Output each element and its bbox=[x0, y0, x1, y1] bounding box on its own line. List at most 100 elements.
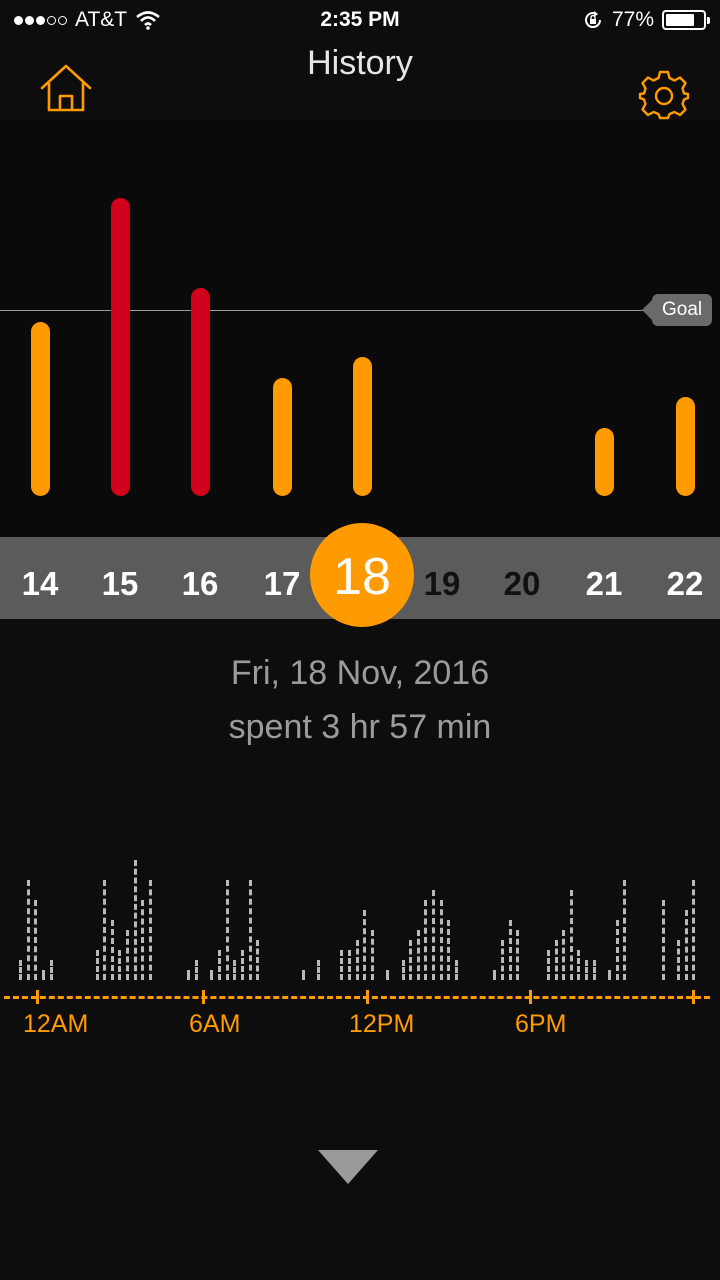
activity-column bbox=[210, 970, 214, 980]
activity-column bbox=[103, 880, 107, 980]
activity-column bbox=[133, 860, 137, 980]
activity-column bbox=[401, 960, 405, 980]
activity-column bbox=[562, 930, 566, 980]
activity-column bbox=[187, 970, 191, 980]
timeline-tick bbox=[366, 990, 369, 1004]
activity-column bbox=[569, 890, 573, 980]
activity-column bbox=[118, 950, 122, 980]
bar-day-22[interactable] bbox=[676, 396, 695, 496]
day-15[interactable]: 15 bbox=[101, 565, 139, 602]
home-icon bbox=[40, 64, 92, 112]
activity-column bbox=[676, 940, 680, 980]
activity-column bbox=[340, 950, 344, 980]
wifi-icon bbox=[136, 11, 160, 30]
bar-day-17[interactable] bbox=[273, 378, 292, 496]
activity-column bbox=[608, 970, 612, 980]
activity-column bbox=[615, 920, 619, 980]
page-title: History bbox=[307, 44, 413, 82]
activity-column bbox=[302, 970, 306, 980]
activity-column bbox=[592, 960, 596, 980]
signal-carrier: AT&T bbox=[14, 8, 161, 32]
activity-column bbox=[41, 970, 45, 980]
home-button[interactable] bbox=[38, 62, 94, 114]
activity-column bbox=[447, 920, 451, 980]
carrier-name: AT&T bbox=[75, 8, 128, 31]
activity-column bbox=[149, 880, 153, 980]
activity-column bbox=[416, 930, 420, 980]
timeline-tick bbox=[36, 990, 39, 1004]
bar-day-21[interactable] bbox=[595, 427, 614, 496]
activity-column bbox=[110, 920, 114, 980]
activity-column bbox=[248, 880, 252, 980]
clock: 2:35 PM bbox=[320, 8, 400, 31]
activity-column bbox=[623, 880, 627, 980]
activity-column bbox=[256, 940, 260, 980]
timeline-label: 6PM bbox=[515, 1010, 567, 1038]
activity-column bbox=[217, 950, 221, 980]
activity-column bbox=[661, 900, 665, 980]
activity-column bbox=[684, 910, 688, 980]
day-20[interactable]: 20 bbox=[503, 565, 541, 602]
activity-column bbox=[386, 970, 390, 980]
time-spent: spent 3 hr 57 min bbox=[228, 708, 492, 746]
timeline-tick bbox=[692, 990, 695, 1004]
timeline-label: 12PM bbox=[349, 1010, 415, 1038]
day-17[interactable]: 17 bbox=[263, 565, 301, 602]
activity-column bbox=[455, 960, 459, 980]
goal-line bbox=[0, 310, 650, 311]
activity-column bbox=[34, 900, 38, 980]
activity-column bbox=[439, 900, 443, 980]
battery-icon bbox=[662, 10, 710, 30]
activity-column bbox=[347, 950, 351, 980]
activity-column bbox=[546, 950, 550, 980]
daily-usage-chart: Goal bbox=[0, 120, 720, 537]
activity-column bbox=[194, 960, 198, 980]
settings-button[interactable] bbox=[638, 68, 690, 120]
day-19[interactable]: 19 bbox=[423, 565, 461, 602]
activity-column bbox=[141, 900, 145, 980]
activity-column bbox=[95, 950, 99, 980]
day-16[interactable]: 16 bbox=[181, 565, 219, 602]
activity-column bbox=[554, 940, 558, 980]
nav-bar: History bbox=[0, 40, 720, 120]
activity-column bbox=[500, 940, 504, 980]
timeline-label: 12AM bbox=[23, 1010, 89, 1038]
selected-day[interactable]: 18 bbox=[310, 523, 414, 627]
activity-column bbox=[692, 880, 696, 980]
bar-day-14[interactable] bbox=[31, 322, 50, 496]
day-21[interactable]: 21 bbox=[585, 565, 623, 602]
signal-strength-icon bbox=[14, 15, 67, 25]
activity-column bbox=[432, 890, 436, 980]
activity-column bbox=[585, 960, 589, 980]
timeline-axis bbox=[4, 996, 710, 999]
day-selector[interactable]: 14 15 16 17 18 19 20 21 22 bbox=[0, 523, 720, 627]
hourly-timeline: 12AM 6AM 12PM 6PM bbox=[0, 850, 720, 1050]
activity-column bbox=[233, 960, 237, 980]
bar-day-16[interactable] bbox=[191, 288, 210, 496]
activity-column bbox=[317, 960, 321, 980]
activity-column bbox=[49, 960, 53, 980]
activity-column bbox=[508, 920, 512, 980]
status-bar: AT&T 2:35 PM 77% bbox=[0, 0, 720, 40]
day-14[interactable]: 14 bbox=[21, 565, 59, 602]
timeline-tick bbox=[529, 990, 532, 1004]
timeline-label: 6AM bbox=[189, 1010, 241, 1038]
selected-date: Fri, 18 Nov, 2016 bbox=[230, 654, 490, 692]
bar-day-18[interactable] bbox=[353, 356, 372, 496]
activity-column bbox=[355, 940, 359, 980]
activity-column bbox=[577, 950, 581, 980]
activity-column bbox=[493, 970, 497, 980]
bar-day-15[interactable] bbox=[111, 198, 130, 496]
battery-percent: 77% bbox=[611, 8, 654, 31]
timeline-tick bbox=[202, 990, 205, 1004]
goal-label: Goal bbox=[641, 294, 713, 326]
activity-column bbox=[363, 910, 367, 980]
activity-column bbox=[516, 930, 520, 980]
activity-column bbox=[26, 880, 30, 980]
activity-column bbox=[424, 900, 428, 980]
day-22[interactable]: 22 bbox=[666, 565, 704, 602]
chevron-down-icon[interactable] bbox=[318, 1150, 378, 1184]
activity-column bbox=[225, 880, 229, 980]
activity-column bbox=[240, 950, 244, 980]
activity-column bbox=[126, 930, 130, 980]
